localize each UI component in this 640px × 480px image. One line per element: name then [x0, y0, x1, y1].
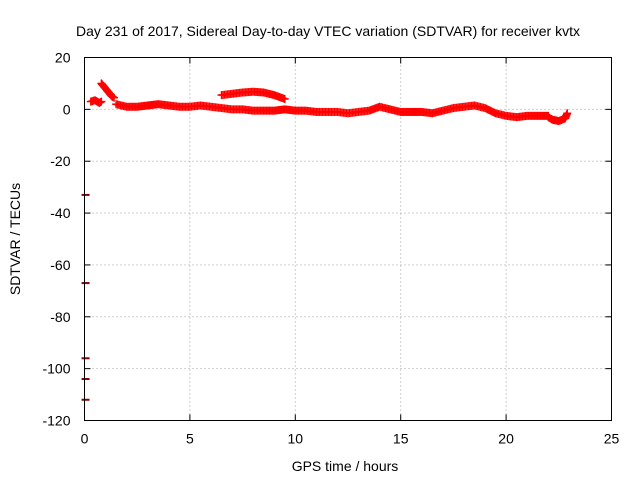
- y-tick-label: -80: [50, 309, 70, 325]
- x-axis-label: GPS time / hours: [292, 458, 399, 474]
- y-tick-label: -60: [50, 257, 70, 273]
- plot-frame: [84, 57, 612, 421]
- y-tick-label: 20: [55, 50, 71, 66]
- y-tick-label: -40: [50, 205, 70, 221]
- y-tick-label: -120: [42, 413, 70, 429]
- x-tick-label: 10: [288, 431, 304, 447]
- x-tick-label: 20: [498, 431, 514, 447]
- y-tick-label: -100: [42, 361, 70, 377]
- chart-title: Day 231 of 2017, Sidereal Day-to-day VTE…: [76, 23, 580, 39]
- x-tick-label: 0: [81, 431, 89, 447]
- y-tick-label: -20: [50, 153, 70, 169]
- tick-labels: 0 5 10 15 20 25 20 0 -20 -40 -60 -80 -100 -120: [42, 50, 619, 447]
- y-axis-label: SDTVAR / TECUs: [7, 183, 23, 295]
- x-tick-label: 25: [604, 431, 620, 447]
- data-point: [563, 109, 572, 118]
- data-point: [280, 94, 289, 103]
- x-tick-label: 5: [186, 431, 194, 447]
- x-tick-label: 15: [393, 431, 409, 447]
- y-tick-label: 0: [63, 101, 71, 117]
- data-point: [97, 97, 106, 106]
- data-point: [110, 93, 119, 102]
- data-points: [81, 79, 572, 401]
